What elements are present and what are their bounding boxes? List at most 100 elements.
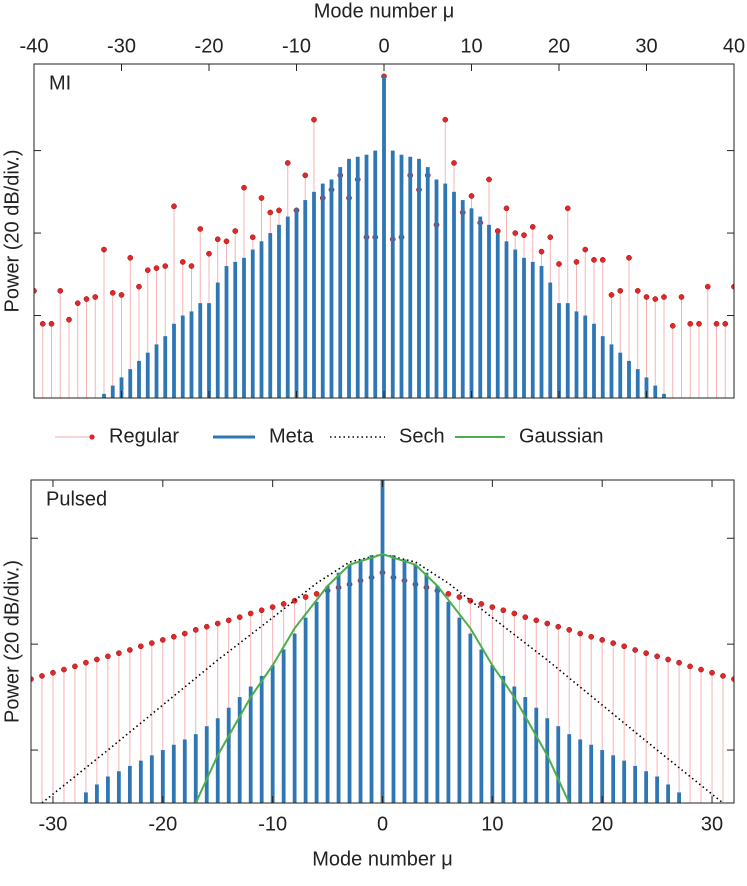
bar <box>277 224 281 398</box>
stem-dot <box>665 656 671 663</box>
stem-dot <box>632 647 638 653</box>
stem-dot <box>643 294 650 300</box>
stem-dot <box>722 320 729 327</box>
bar <box>380 480 385 803</box>
x-tick-label: 10 <box>460 35 482 57</box>
stem-dot <box>486 176 492 183</box>
stem-dot <box>555 623 562 630</box>
bar <box>468 633 473 803</box>
bar <box>329 179 334 398</box>
stem-dot <box>533 617 540 624</box>
bar <box>347 564 352 803</box>
stem-dot <box>127 254 134 261</box>
bar <box>198 303 203 398</box>
bar <box>557 303 561 398</box>
bar <box>281 649 286 803</box>
stem-dot <box>31 676 34 682</box>
stem-dot <box>223 238 230 245</box>
bar <box>382 76 386 398</box>
bar <box>490 665 495 803</box>
stem-dot <box>511 610 518 617</box>
bar <box>478 216 483 398</box>
bar <box>592 323 596 398</box>
stem-dot <box>48 320 55 327</box>
stem-dot <box>214 236 221 243</box>
bar <box>259 241 264 398</box>
bar <box>292 633 297 803</box>
bar <box>452 191 456 398</box>
bar <box>303 617 308 803</box>
stem-dot <box>280 601 287 607</box>
bar <box>204 726 209 803</box>
bar <box>495 233 500 398</box>
stem-dot <box>206 250 212 257</box>
stem-dot <box>179 259 186 265</box>
stem-dot <box>197 226 204 232</box>
x-tick-label: 0 <box>377 813 388 835</box>
bar <box>589 744 594 803</box>
bar <box>110 385 115 398</box>
stem-dot <box>159 637 166 643</box>
bar <box>565 303 570 398</box>
bar <box>417 158 421 398</box>
stem-dot <box>566 627 573 633</box>
bar <box>171 744 176 803</box>
stem-dot <box>57 287 64 294</box>
stem-dot <box>582 246 589 253</box>
stem-dot <box>617 287 624 294</box>
bar <box>513 249 518 398</box>
stem-dot <box>731 676 734 682</box>
bar <box>358 559 363 803</box>
bar <box>530 261 535 398</box>
stem-dot <box>181 630 188 637</box>
bar <box>487 224 491 398</box>
bar <box>294 208 299 398</box>
bar <box>655 776 660 803</box>
stem-dot <box>494 228 501 234</box>
bar <box>347 158 351 398</box>
bar <box>666 784 670 803</box>
stem-dot <box>529 224 536 230</box>
stem-dot <box>136 283 142 290</box>
stem-dot <box>83 659 89 666</box>
stem-dot <box>50 669 56 676</box>
bar <box>373 150 378 398</box>
stem-dot <box>127 647 133 653</box>
stem-dot <box>153 265 160 271</box>
stem-dot <box>713 320 720 327</box>
bar <box>501 675 506 803</box>
bar <box>338 167 343 398</box>
bar <box>127 765 132 803</box>
x-tick-label: -30 <box>107 35 136 57</box>
bar <box>618 352 623 398</box>
stem-dot <box>652 296 659 302</box>
bar <box>408 156 413 398</box>
stem-dot <box>687 663 693 670</box>
bar <box>600 336 605 398</box>
x-tick-label: -40 <box>20 35 49 57</box>
stem-dot <box>634 287 641 294</box>
bar <box>633 765 638 803</box>
bar <box>369 555 374 803</box>
x-tick-label: 20 <box>591 813 613 835</box>
bar <box>523 697 528 803</box>
stem-dot <box>442 116 449 123</box>
stem-dot <box>171 203 177 210</box>
stem-dot <box>170 633 177 640</box>
bar <box>578 739 583 803</box>
x-tick-label: 10 <box>481 813 503 835</box>
stem-dot <box>284 160 291 166</box>
bar <box>522 257 526 398</box>
stem-dot <box>564 205 571 212</box>
bar <box>399 154 404 398</box>
x-axis-label: Mode number μ <box>312 848 452 870</box>
y-axis-label: Power (20 dB/div.) <box>1 149 23 312</box>
y-axis-label: Power (20 dB/div.) <box>1 560 23 723</box>
bar <box>163 336 168 398</box>
bar <box>434 179 439 398</box>
bar <box>145 352 150 398</box>
stem-dot <box>698 666 704 673</box>
bar <box>320 183 325 398</box>
stem-dot <box>236 614 243 620</box>
